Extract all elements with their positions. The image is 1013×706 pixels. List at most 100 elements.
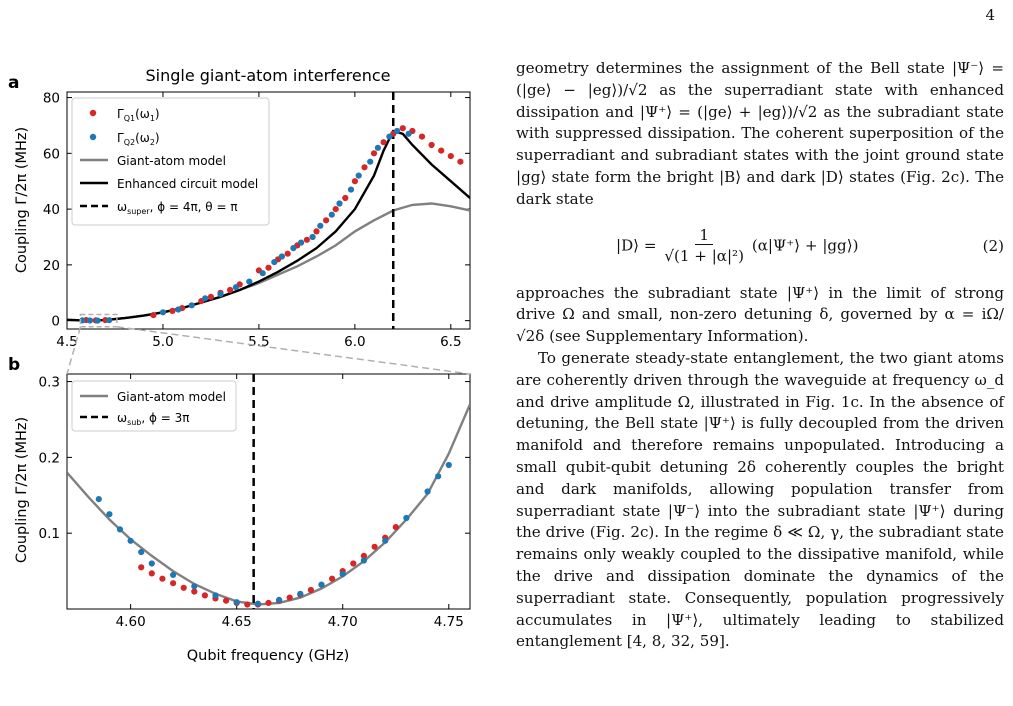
panel-a-xtick-label: 6.0 [344,334,365,350]
eq-denominator: √(1 + |α|²) [664,247,744,266]
panel-b-data-point [435,473,442,480]
panel-b-data-point [180,584,187,591]
panel-b-data-point [212,592,219,599]
panel-a-data-point [418,133,426,140]
panel-a-data-point [394,127,401,135]
panel-a-xtick-label: 5.0 [152,334,173,350]
panel-b-data-point [138,549,145,556]
panel-b-data-point [424,488,431,495]
panel-a-data-point [323,217,330,224]
panel-a-series-line [67,129,470,322]
panel-b-data-point [329,575,336,582]
text-column: geometry determines the assignment of th… [516,58,1004,653]
panel-a-ytick-label: 20 [43,258,60,274]
panel-a-data-point [217,291,224,298]
panel-b-data-point [318,581,325,588]
panel-b-data-point [254,600,261,607]
plot-a: 4.5 5.0 5.5 6.0 6.5 0 20 40 60 80 [43,91,471,350]
panel-a-data-point [370,150,378,157]
panel-b-data-point [191,583,198,590]
eq-fraction: 1 √(1 + |α|²) [664,226,744,267]
panel-a-data-point [309,233,316,241]
panel-a-data-point [447,153,454,160]
panel-a-label: a [8,73,19,93]
panel-a-data-point [106,317,113,324]
panel-b-data-point [382,537,389,544]
panel-b-data-point [244,601,251,608]
panel-b-data-point [371,543,378,550]
panel-b-series-line [67,403,470,606]
panel-b-data-point [223,597,230,604]
panel-b-data-point [201,592,208,599]
panel-a-data-point [405,130,412,137]
panel-b-plot-area [67,374,470,609]
zoom-guide-left [66,326,82,375]
panel-a-data-point [150,312,157,319]
panel-a-data-point [232,284,239,291]
panel-a-data-point [355,172,362,179]
panel-a-xtick-label: 6.5 [440,334,461,350]
panel-a-ytick-label: 60 [43,146,60,162]
legend-b: Giant-atom model ωsub, ϕ = 3π [71,380,237,432]
panel-a-ytick-label: 80 [43,91,60,107]
panel-a-data-point [313,228,320,235]
panel-b-data-point [106,511,113,518]
panel-b-label: b [8,355,20,375]
zoom-guide-right [116,326,471,375]
panel-b-xlabel: Qubit frequency (GHz) [187,648,350,664]
panel-a-xtick-label: 4.5 [56,334,77,350]
eq-lhs: |D⟩ = [616,236,657,255]
panel-a-data-point [380,139,387,146]
panel-a-data-point [86,317,94,324]
panel-a-xtick-label: 5.5 [248,334,269,350]
panel-a-data-point [284,250,291,257]
panel-a-data-point [175,306,182,313]
equation-2: |D⟩ = 1 √(1 + |α|²) (α|Ψ⁺⟩ + |gg⟩) (2) [516,223,1004,271]
panel-b-data-point [392,524,399,531]
panel-a-ylabel: Coupling Γ/2π (MHz) [14,127,30,273]
panel-a-data-point [246,278,253,285]
panel-b-xtick-label: 4.65 [222,614,252,630]
panel-a-data-point [188,302,195,309]
panel-a-ytick-label: 40 [43,202,60,218]
panel-b-frame [66,373,471,610]
figure: a b Single giant-atom interference Coupl… [8,66,471,664]
panel-b-data-point [297,590,304,597]
panel-b-data-point [170,571,177,579]
panel-a-data-point [94,317,101,324]
panel-a-data-point [438,147,445,154]
panel-b-data-point [95,496,102,503]
panel-a-plot-area [67,92,470,329]
panel-a-data-point [265,264,272,271]
panel-a-data-point [317,222,324,229]
panel-a-data-point [457,158,464,165]
panel-b-ytick-label: 0.2 [39,450,60,466]
panel-a-data-point [342,194,349,202]
panel-b-xtick-label: 4.60 [116,614,146,630]
panel-b-data-point [307,586,314,594]
eq-numerator: 1 [695,226,713,246]
panel-b-data-point [191,588,198,595]
panel-a-data-point [328,211,335,218]
panel-a-data-point [290,245,297,252]
paragraph-2: approaches the subradiant state |Ψ⁺⟩ in … [516,283,1004,346]
paragraph-3: To generate steady-state entanglement, t… [516,348,1004,651]
panel-b-data-point [148,560,155,567]
panel-a-data-point [259,270,266,277]
panel-a-ytick-label: 0 [51,314,60,330]
eq-rhs: (α|Ψ⁺⟩ + |gg⟩) [751,236,859,255]
panel-b-data-point [350,560,357,567]
panel-b-data-point [445,461,452,469]
legend-b-giant-label: Giant-atom model [117,390,226,404]
panel-a-data-point [347,186,355,193]
panel-a-title: Single giant-atom interference [145,66,390,85]
panel-a-data-point [361,164,368,171]
paragraph-1: geometry determines the assignment of th… [516,59,1004,208]
panel-b-data-point [170,580,177,587]
panel-a-data-point [298,239,305,246]
panel-b-data-point [339,571,346,578]
panel-a-data-point [159,309,167,316]
panel-a-data-point [332,206,339,213]
legend-enhanced-label: Enhanced circuit model [117,177,258,191]
panel-a-data-point [399,125,406,132]
